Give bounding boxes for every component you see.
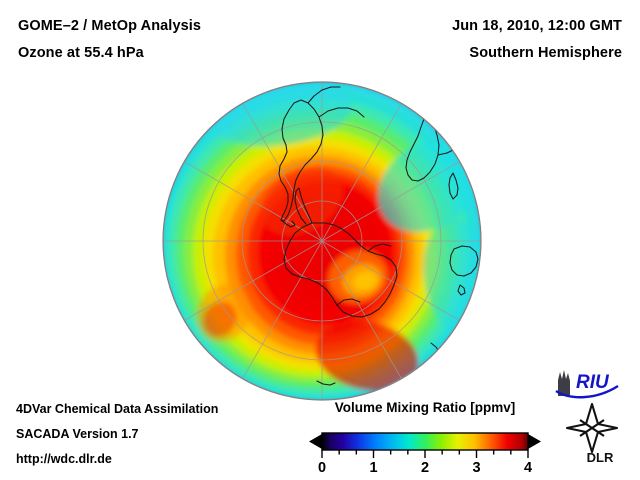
coastline-south-america-east xyxy=(318,107,365,118)
riu-wave-icon xyxy=(555,384,619,399)
footer-line-1: 4DVar Chemical Data Assimilation xyxy=(16,402,219,416)
coastline-antarctica xyxy=(283,222,398,318)
coastline-southern-isle xyxy=(316,380,336,386)
coastline-tasmania xyxy=(457,284,466,296)
colorbar-tick-label: 0 xyxy=(318,460,326,472)
page-subtitle: Ozone at 55.4 hPa xyxy=(18,45,144,61)
coastline-antarctic-peninsula xyxy=(294,187,313,225)
colorbar-tick-label: 4 xyxy=(524,460,532,472)
colorbar-tick-label: 3 xyxy=(472,460,480,472)
colorbar: Volume Mixing Ratio [ppmv] 0 1 2 3 4 xyxy=(300,400,550,472)
region-label: Southern Hemisphere xyxy=(469,45,622,61)
colorbar-gradient xyxy=(322,433,528,450)
colorbar-title: Volume Mixing Ratio [ppmv] xyxy=(334,400,516,415)
footer-line-2: SACADA Version 1.7 xyxy=(16,427,139,441)
coastlines xyxy=(278,86,479,386)
globe-limb xyxy=(162,81,482,401)
dlr-logo-text: DLR xyxy=(587,450,614,464)
dlr-mark-icon xyxy=(565,402,619,454)
riu-logo: RIU xyxy=(555,370,619,399)
riu-tower-icon xyxy=(558,370,570,396)
coastline-ross-sea xyxy=(336,298,361,306)
footer-line-3: http://wdc.dlr.de xyxy=(16,452,112,466)
colorbar-arrow-left xyxy=(309,434,322,449)
coastline-antarctic-detail xyxy=(367,243,392,252)
globe-svg xyxy=(162,81,482,401)
logo-group: RIU DLR xyxy=(552,366,640,466)
riu-logo-text: RIU xyxy=(576,372,610,393)
coastline-australia xyxy=(449,245,479,277)
colorbar-tick-labels: 0 1 2 3 4 xyxy=(318,460,532,472)
colorbar-ticks xyxy=(321,450,529,458)
page-title: GOME–2 / MetOp Analysis xyxy=(18,18,202,34)
coastline-south-america xyxy=(278,99,324,222)
colorbar-tick-label: 2 xyxy=(421,460,429,472)
coastline-madagascar xyxy=(448,172,459,200)
coastline-africa xyxy=(405,115,440,182)
dlr-logo: DLR xyxy=(565,402,619,464)
coastline-south-america-interior xyxy=(307,86,341,104)
colorbar-svg: 0 1 2 3 4 xyxy=(309,432,541,472)
colorbar-tick-label: 1 xyxy=(369,460,377,472)
datetime-label: Jun 18, 2010, 12:00 GMT xyxy=(452,18,622,34)
polar-ozone-map xyxy=(162,81,482,401)
colorbar-arrow-right xyxy=(528,434,541,449)
coastline-tierra-del-fuego xyxy=(280,219,296,228)
